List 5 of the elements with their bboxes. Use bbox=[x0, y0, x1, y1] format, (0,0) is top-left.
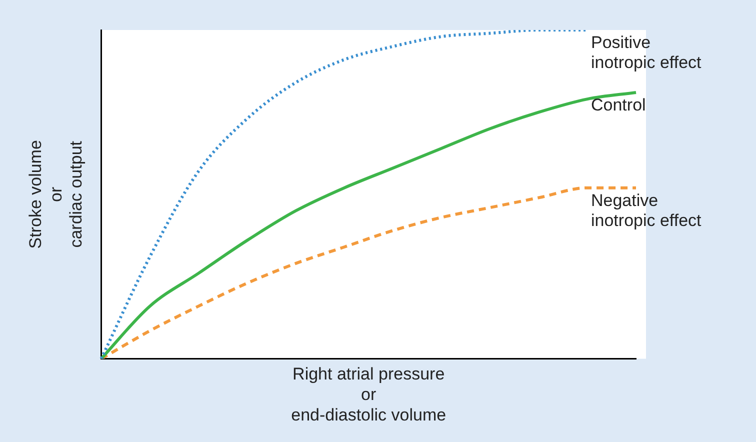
x-axis-title: Right atrial pressure or end-diastolic volume bbox=[291, 364, 446, 424]
y-axis-title: Stroke volume or cardiac output bbox=[26, 140, 86, 249]
series-label: Negative inotropic effect bbox=[591, 191, 702, 230]
series-label: Control bbox=[591, 96, 646, 115]
series-label: Positive inotropic effect bbox=[591, 33, 702, 72]
